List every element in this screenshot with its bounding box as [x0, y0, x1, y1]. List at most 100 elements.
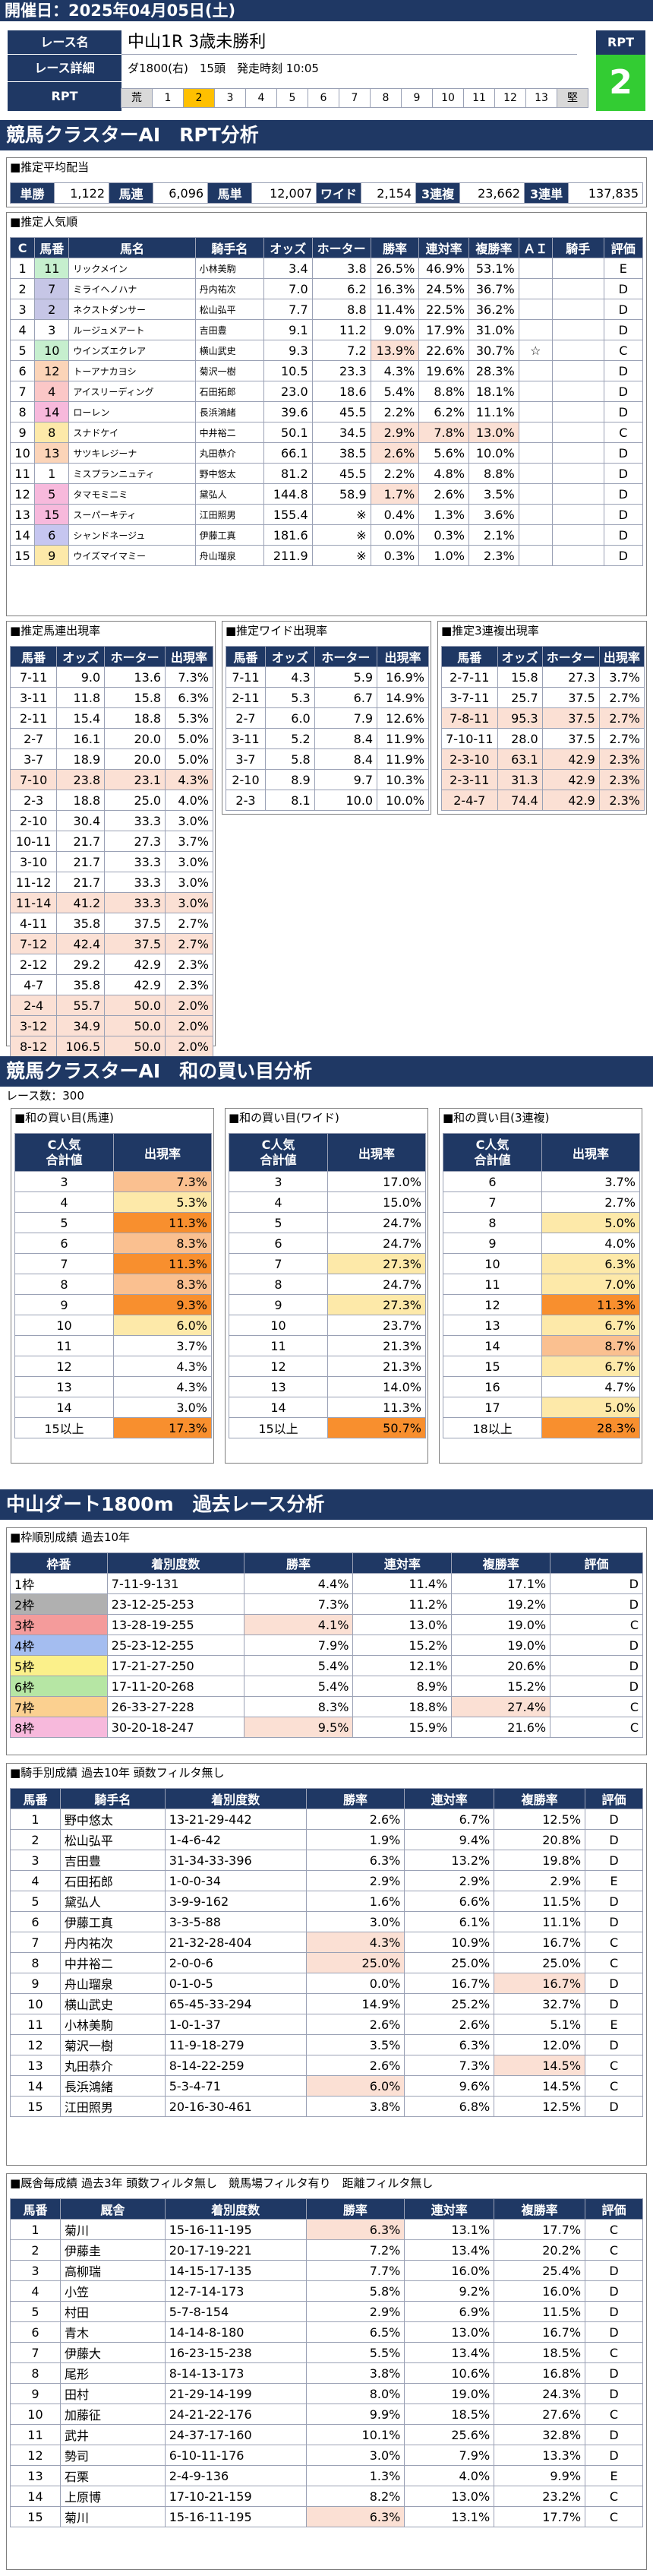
trainer-cell: 1.3% [305, 2465, 405, 2486]
rpt-scale-cell: 11 [463, 88, 495, 108]
umaren-cell: 34.9 [56, 1015, 106, 1036]
jockey-cell: 2.6% [404, 2014, 495, 2035]
trainer-cell: 13.1% [404, 2219, 495, 2240]
trainer-header: 馬番 [10, 2198, 61, 2220]
wa-cell-rate: 7.0% [541, 1274, 640, 1295]
pop-cell: 6 [9, 360, 36, 381]
jockey-cell: 丸田恭介 [59, 2055, 166, 2076]
trainer-cell: 7 [10, 2342, 61, 2363]
pop-header: ホーター [311, 237, 371, 258]
trainer-cell: 菊川 [59, 2506, 166, 2527]
wa-row: 15 6.7% [443, 1356, 640, 1377]
wa-row: 15以上 17.3% [14, 1417, 212, 1438]
umaren-row: 2-3 18.8 25.0 4.0% [9, 790, 213, 811]
wa-cell-rate: 24.7% [327, 1274, 426, 1295]
wa-cell-rate: 6.7% [541, 1315, 640, 1336]
umaren-cell: 35.8 [56, 913, 106, 934]
sanren-cell: 2.3% [598, 790, 645, 811]
umaren-cell: 106.5 [56, 1036, 106, 1057]
wa-cell-rate: 6.0% [113, 1315, 212, 1336]
jockey-cell: 松山弘平 [59, 1829, 166, 1850]
umaren-cell: 35.8 [56, 974, 106, 995]
pop-cell: 28.3% [468, 360, 519, 381]
trainer-cell: 13.4% [404, 2239, 495, 2261]
wa-cell-rate: 3.7% [113, 1335, 212, 1356]
sanren-box: ■推定3連複出現率 馬番 オッズ ホーター 出現率 2-7-11 15.8 27.3 3.7%… [437, 621, 647, 815]
umaren-title: ■推定馬連出現率 [10, 624, 101, 638]
waku-cell: 9.5% [243, 1717, 354, 1738]
trainer-cell: 尾形 [59, 2362, 166, 2384]
umaren-cell: 2-4 [9, 995, 58, 1016]
jockey-cell: 3.5% [305, 2034, 405, 2055]
trainer-cell: 20-17-19-221 [164, 2239, 307, 2261]
wa-row: 12 11.3% [443, 1294, 640, 1315]
wa-row: 14 3.0% [14, 1397, 212, 1418]
trainer-cell: 5.5% [305, 2342, 405, 2363]
wa-header-cpop-1: C人気 [261, 1137, 295, 1152]
waku-header: 着別度数 [106, 1552, 244, 1574]
jockey-cell: 25.0% [305, 1952, 405, 1973]
sanren-cell: 37.5 [541, 728, 600, 749]
pop-cell: ミライヘノハナ [68, 278, 196, 299]
pop-cell [551, 299, 604, 320]
wa-cell-sum: 8 [14, 1274, 114, 1295]
jockey-cell: 8 [10, 1952, 61, 1973]
trainer-cell: 32.8% [494, 2424, 586, 2445]
jockey-cell: 8-14-22-259 [164, 2055, 307, 2076]
pop-cell: 6.2 [311, 278, 371, 299]
umaren-row: 4-7 35.8 42.9 2.3% [9, 974, 213, 995]
umaren-row: 10-11 21.7 27.3 3.7% [9, 831, 213, 852]
waku-cell: 1枠 [10, 1573, 108, 1594]
waku-cell: 17-21-27-250 [106, 1655, 244, 1676]
sanren-cell: 2.3% [598, 769, 645, 790]
rpt-scale-cell: 荒 [121, 88, 153, 108]
wa-cell-sum: 7 [443, 1191, 542, 1213]
wa-cell-sum: 7 [229, 1253, 328, 1274]
waku-cell: 4.4% [243, 1573, 354, 1594]
waku-row: 1枠 7-11-9-131 4.4% 11.4% 17.1% D [10, 1573, 643, 1594]
pop-cell: D [603, 278, 644, 299]
pop-header: 騎手名 [194, 237, 264, 258]
umaren-cell: 20.0 [104, 748, 166, 770]
pop-cell: 9 [9, 422, 36, 443]
pop-header: 複勝率 [468, 237, 519, 258]
pop-cell: 11.1% [468, 401, 519, 422]
pop-cell [551, 483, 604, 505]
rpt-scale-cell: 3 [214, 88, 246, 108]
pop-cell: 吉田豊 [194, 319, 264, 340]
pop-cell: 45.5 [311, 463, 371, 484]
umaren-cell: 6.3% [165, 687, 213, 708]
trainer-row: 9 田村 21-29-14-199 8.0% 19.0% 24.3% D [10, 2383, 643, 2404]
pop-cell [518, 278, 553, 299]
jockey-cell: D [585, 2096, 643, 2117]
jockey-cell: 10.9% [404, 1932, 495, 1953]
wide-row: 7-11 4.3 5.9 16.9% [226, 666, 429, 688]
pop-cell [551, 319, 604, 340]
wa-header-cpop-2: 合計値 [260, 1152, 297, 1167]
trainer-cell: C [585, 2219, 643, 2240]
pop-cell: ミスプランニュティ [68, 463, 196, 484]
pop-cell: 石田拓郎 [194, 381, 264, 402]
sanren-cell: 2.7% [598, 728, 645, 749]
umaren-cell: 9.0 [56, 666, 106, 688]
jockey-cell: 中井裕二 [59, 1952, 166, 1973]
wa-cell-sum: 13 [443, 1315, 542, 1336]
pop-cell: 144.8 [263, 483, 313, 505]
umaren-cell: 50.0 [104, 1015, 166, 1036]
wa-row: 10 23.7% [229, 1315, 426, 1336]
pop-row: 1 11 リックメイン 小林美駒 3.4 3.8 26.5% 46.9% 53.1% E [9, 258, 644, 279]
wa-cell-sum: 16 [443, 1376, 542, 1397]
wa-cell-rate: 4.3% [113, 1376, 212, 1397]
pop-cell: 9.3 [263, 340, 313, 361]
jockey-cell: 6.1% [404, 1911, 495, 1932]
wa-row: 5 24.7% [229, 1212, 426, 1233]
trainer-cell: 15-16-11-195 [164, 2219, 307, 2240]
umaren-cell: 5.0% [165, 728, 213, 749]
avg-payout-key: 単勝 [10, 182, 55, 204]
pop-cell: 11.4% [370, 299, 420, 320]
pop-cell: 34.5 [311, 422, 371, 443]
umaren-row: 3-7 18.9 20.0 5.0% [9, 748, 213, 770]
wa-cell-sum: 10 [229, 1315, 328, 1336]
pop-cell: 10.0% [468, 442, 519, 464]
jockey-cell: 32.7% [494, 1993, 586, 2014]
